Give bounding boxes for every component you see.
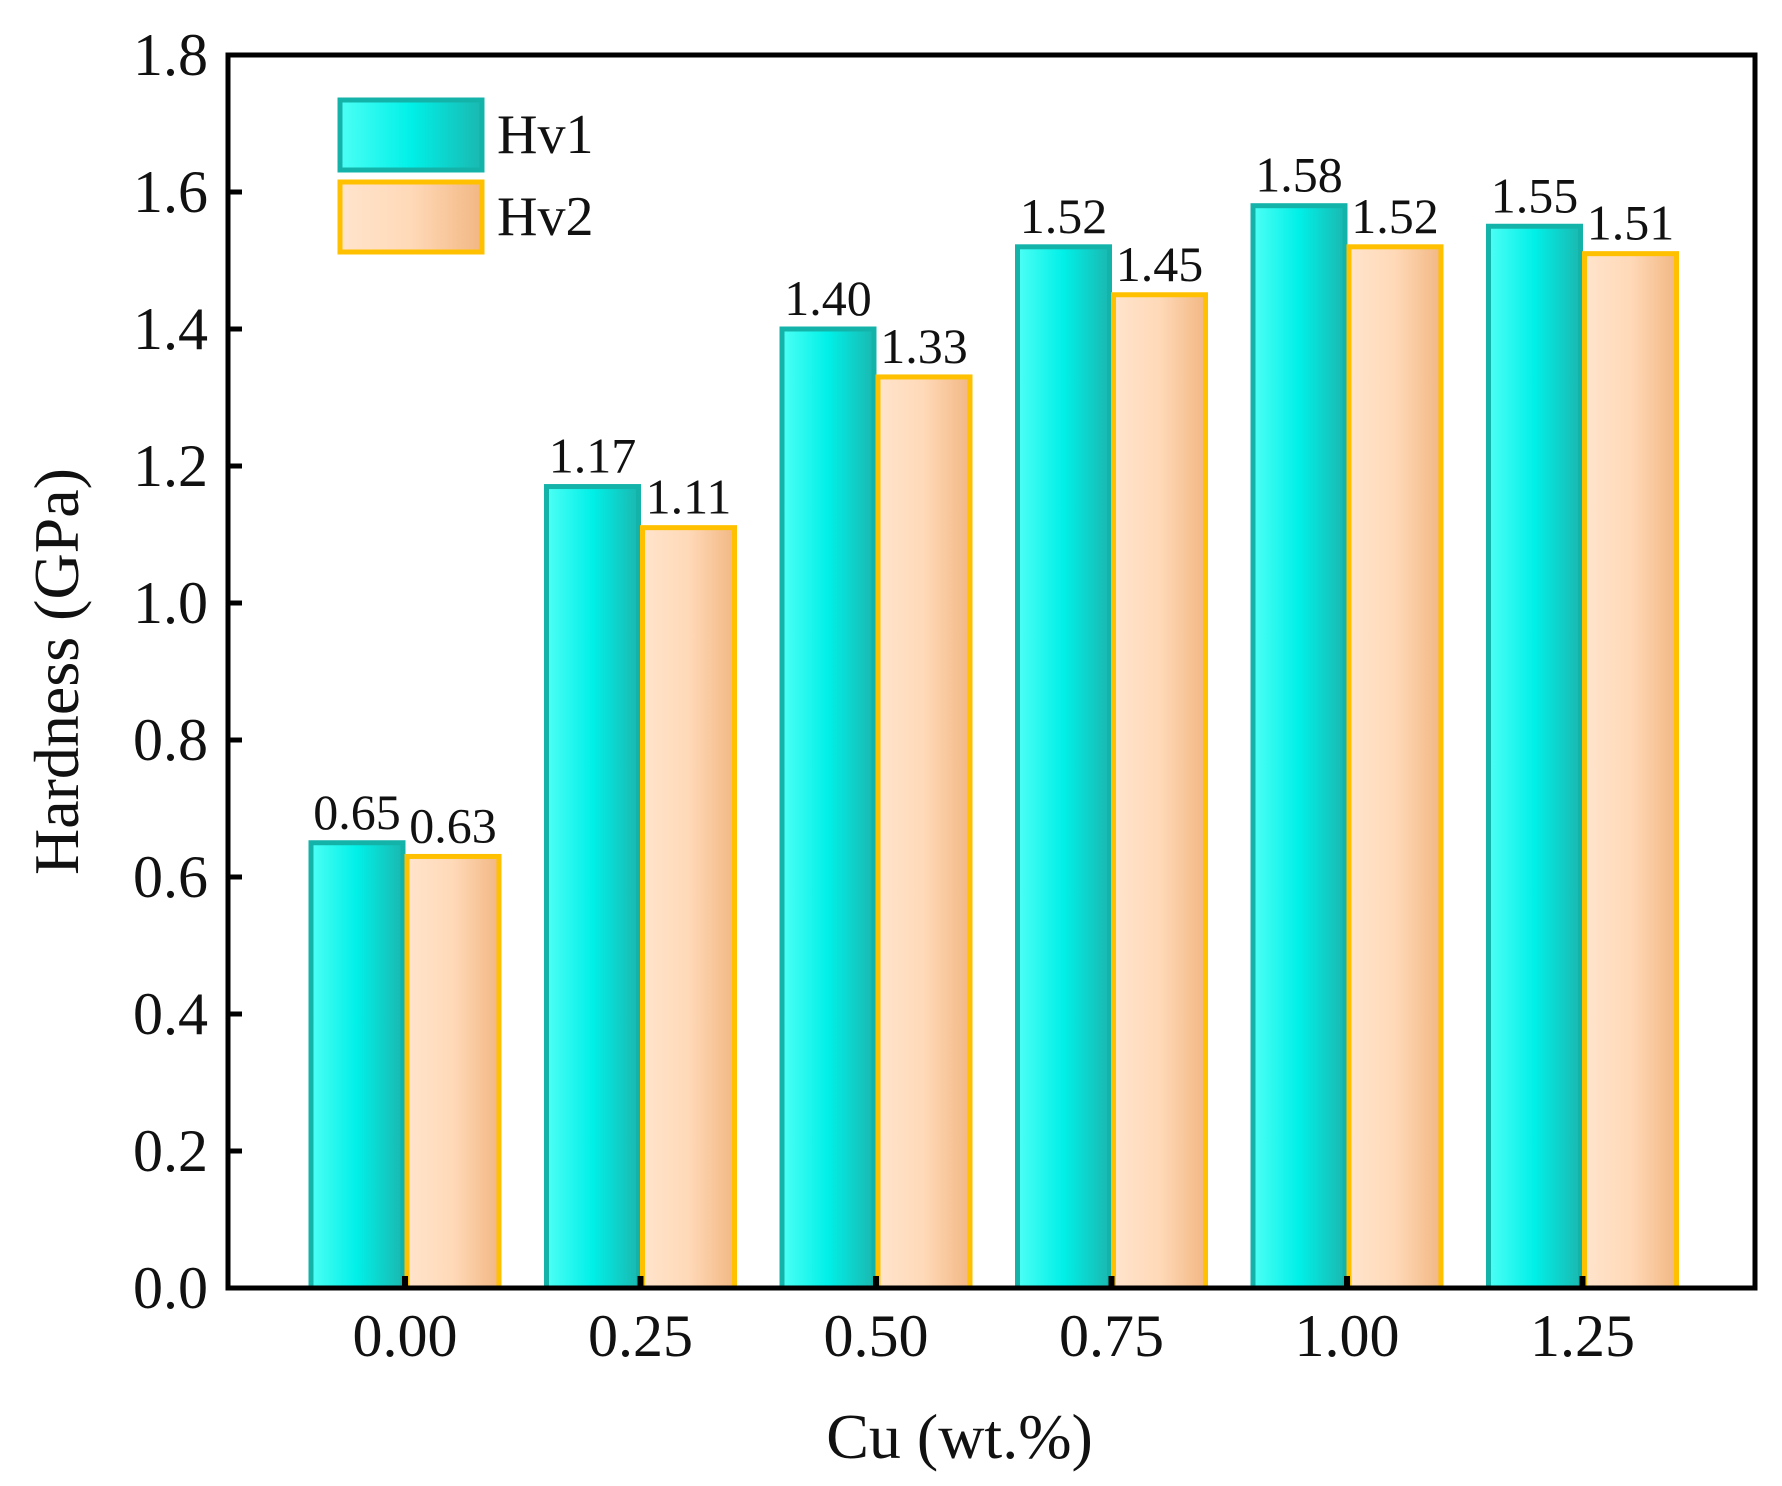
bar-hv2-0.50 [875, 374, 973, 1291]
x-tick-label-1.00: 1.00 [1295, 1303, 1400, 1369]
y-tick-label-1.0: 1.0 [133, 570, 208, 636]
x-axis-title: Cu (wt.%) [826, 1401, 1093, 1472]
x-tick-label-1.25: 1.25 [1530, 1303, 1635, 1369]
y-tick-label-1.4: 1.4 [133, 296, 208, 362]
x-tick-label-0.25: 0.25 [588, 1303, 693, 1369]
x-tick-label-0.75: 0.75 [1059, 1303, 1164, 1369]
data-label-hv2-1.00: 1.52 [1351, 188, 1439, 244]
y-tick-label-1.2: 1.2 [133, 433, 208, 499]
legend-swatch-hv1 [337, 97, 485, 173]
data-label-hv1-0.25: 1.17 [549, 428, 637, 484]
y-tick-label-1.8: 1.8 [133, 22, 208, 88]
data-label-hv1-1.00: 1.58 [1255, 147, 1343, 203]
y-tick-label-0.2: 0.2 [133, 1118, 208, 1184]
bar-hv2-0.00 [404, 853, 502, 1291]
data-label-hv2-0.00: 0.63 [409, 797, 497, 853]
y-tick-label-0.0: 0.0 [133, 1255, 208, 1321]
data-label-hv1-0.50: 1.40 [784, 270, 872, 326]
bar-hv2-1.00 [1346, 244, 1444, 1291]
data-label-hv1-0.75: 1.52 [1020, 188, 1108, 244]
y-axis-title: Hardness (GPa) [21, 468, 92, 875]
legend-label-hv1: Hv1 [497, 104, 593, 166]
x-tick-label-0.50: 0.50 [824, 1303, 929, 1369]
legend-label-hv2: Hv2 [497, 186, 593, 248]
data-label-hv1-1.25: 1.55 [1491, 167, 1579, 223]
bar-hv2-0.25 [640, 525, 737, 1291]
data-labels-layer: 0.65 0.631.171.111.401.331.521.451.581.52… [313, 147, 1674, 854]
y-axis: 0.0 0.2 0.4 0.6 0.8 1.0 1.2 1.4 1.6 1.8 [133, 22, 242, 1321]
legend-swatch-hv2 [337, 179, 485, 255]
bar-hv2-0.75 [1111, 292, 1208, 1291]
bar-hv2-1.25 [1582, 251, 1679, 1291]
legend: Hv1 Hv2 [337, 97, 593, 255]
plot-frame [225, 52, 1758, 1291]
x-axis: 0.00 0.25 0.50 0.75 1.00 1.25 [353, 1276, 1635, 1369]
data-label-hv2-0.75: 1.45 [1116, 236, 1204, 292]
data-label-hv2-0.50: 1.33 [880, 318, 968, 374]
y-tick-label-0.6: 0.6 [133, 844, 208, 910]
y-tick-label-1.6: 1.6 [133, 159, 208, 225]
y-tick-label-0.4: 0.4 [133, 981, 208, 1047]
data-label-hv2-1.25: 1.51 [1587, 195, 1675, 251]
bars-layer [308, 203, 1679, 1291]
y-tick-label-0.8: 0.8 [133, 707, 208, 773]
bar-hv1-0.75 [1015, 244, 1112, 1291]
x-tick-label-0.00: 0.00 [353, 1303, 458, 1369]
bar-hv1-1.00 [1250, 203, 1348, 1291]
bar-hv1-0.25 [544, 484, 641, 1291]
data-label-hv2-0.25: 1.11 [646, 469, 732, 525]
bar-hv1-0.00 [308, 840, 406, 1291]
data-label-hv1-0.00: 0.65 [313, 784, 401, 840]
bar-hv1-1.25 [1486, 223, 1583, 1291]
bar-hv1-0.50 [779, 326, 877, 1291]
